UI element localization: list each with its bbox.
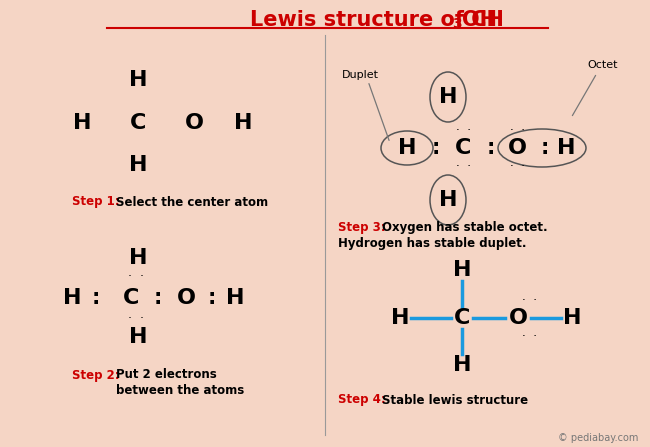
Text: O: O	[508, 138, 526, 158]
Text: ·  ·: · ·	[510, 160, 525, 173]
Text: H: H	[453, 260, 471, 280]
Text: H: H	[398, 138, 416, 158]
Text: C: C	[123, 288, 139, 308]
Text: Step 1:: Step 1:	[72, 195, 120, 208]
Text: OH: OH	[462, 10, 497, 30]
Text: :: :	[541, 138, 549, 158]
Text: 3: 3	[452, 17, 461, 31]
Text: H: H	[439, 87, 457, 107]
Text: :: :	[154, 288, 162, 308]
Text: C: C	[454, 308, 470, 328]
Text: H: H	[129, 70, 148, 90]
Text: ·  ·: · ·	[128, 270, 144, 283]
Text: Select the center atom: Select the center atom	[116, 195, 268, 208]
Text: Duplet: Duplet	[342, 70, 379, 80]
Text: Hydrogen has stable duplet.: Hydrogen has stable duplet.	[338, 236, 526, 249]
Text: Step 4:: Step 4:	[338, 393, 385, 406]
Text: H: H	[563, 308, 581, 328]
Text: Octet: Octet	[587, 60, 618, 70]
Text: O: O	[185, 113, 203, 133]
Text: O: O	[508, 308, 528, 328]
Text: O: O	[177, 288, 196, 308]
Text: H: H	[453, 355, 471, 375]
Text: H: H	[234, 113, 252, 133]
Text: H: H	[73, 113, 91, 133]
Text: C: C	[455, 138, 471, 158]
Text: ·  ·: · ·	[523, 294, 538, 307]
Text: :: :	[208, 288, 216, 308]
Text: Lewis structure of CH: Lewis structure of CH	[250, 10, 504, 30]
Text: Put 2 electrons: Put 2 electrons	[116, 368, 216, 381]
Text: ·  ·: · ·	[128, 312, 144, 325]
Text: Stable lewis structure: Stable lewis structure	[382, 393, 528, 406]
Text: H: H	[439, 190, 457, 210]
Text: ·  ·: · ·	[456, 123, 471, 136]
Text: H: H	[557, 138, 575, 158]
Text: Step 2:: Step 2:	[72, 368, 120, 381]
Text: ·  ·: · ·	[456, 160, 471, 173]
Text: :: :	[92, 288, 100, 308]
Text: :: :	[487, 138, 495, 158]
Text: H: H	[129, 155, 148, 175]
Text: ·  ·: · ·	[510, 123, 525, 136]
Text: © pediabay.com: © pediabay.com	[558, 433, 638, 443]
Text: Oxygen has stable octet.: Oxygen has stable octet.	[382, 222, 547, 235]
Text: H: H	[129, 248, 148, 268]
Text: C: C	[130, 113, 146, 133]
Text: :: :	[432, 138, 440, 158]
Text: H: H	[226, 288, 244, 308]
Text: H: H	[129, 327, 148, 347]
Text: Step 3:: Step 3:	[338, 222, 385, 235]
Text: H: H	[63, 288, 81, 308]
Text: between the atoms: between the atoms	[116, 384, 244, 396]
Text: H: H	[391, 308, 410, 328]
Text: ·  ·: · ·	[523, 329, 538, 342]
